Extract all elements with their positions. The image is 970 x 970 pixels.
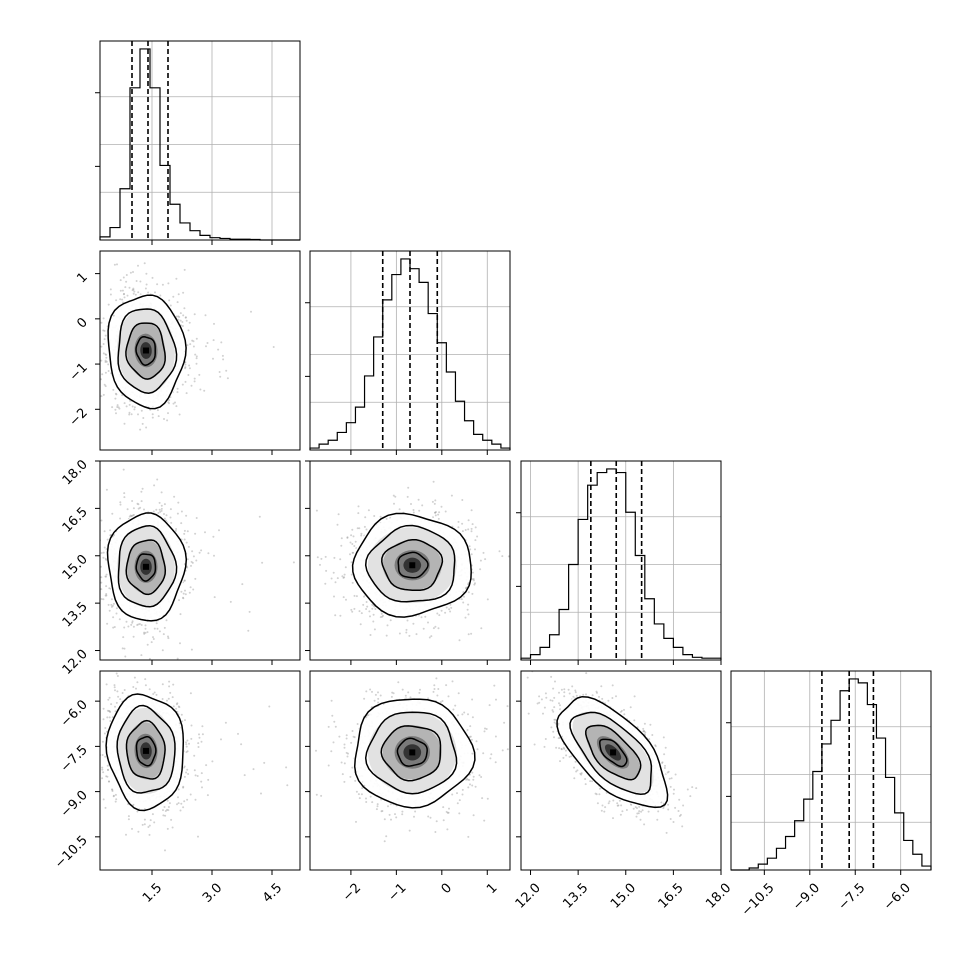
panel-content-2 <box>315 480 510 642</box>
contour-0 <box>135 335 156 366</box>
contour-3 <box>353 698 476 809</box>
scatter-frame-3 <box>99 670 301 871</box>
x-tick-label-1-0: −2 <box>340 881 364 905</box>
x-tick-label-3-1: −9.0 <box>790 881 823 914</box>
y-tick-label-2-2: 15.0 <box>60 552 91 583</box>
scatter-panel-0-3 <box>95 670 301 875</box>
x-tick-label-2-2: 15.0 <box>608 881 639 912</box>
scatter-frame-0 <box>99 250 301 451</box>
histogram-frame-3 <box>730 670 932 871</box>
x-tick-label-0-1: 3.0 <box>200 881 225 906</box>
contour-2 <box>569 711 653 796</box>
contour-0 <box>397 551 429 579</box>
y-tick-label-1-1: −1 <box>67 360 91 384</box>
y-tick-label-3-2: −7.5 <box>58 743 91 776</box>
y-tick-label-1-0: −2 <box>67 406 91 430</box>
density-peak <box>143 747 149 754</box>
scatter-frame-4 <box>309 670 511 871</box>
scatter-frame-1 <box>99 460 301 661</box>
histogram-grid-2 <box>521 461 721 660</box>
contour-1 <box>380 725 442 782</box>
y-tick-label-1-2: 0 <box>74 315 90 331</box>
scatter-panel-0-2 <box>95 460 301 665</box>
scatter-frame-2 <box>309 460 511 661</box>
x-tick-label-3-0: −10.5 <box>739 881 778 920</box>
histogram-grid-1 <box>310 251 510 450</box>
density-peak <box>409 562 416 569</box>
histogram-frame-0 <box>99 40 301 241</box>
histogram-step-3 <box>731 678 932 871</box>
histogram-frame-1 <box>309 250 511 451</box>
x-tick-label-1-2: 0 <box>439 881 455 897</box>
panel-content-0 <box>100 262 275 431</box>
y-tick-label-3-0: −10.5 <box>52 833 91 872</box>
x-tick-label-3-3: −6.0 <box>881 881 914 914</box>
panel-content-4 <box>315 677 509 843</box>
scatter-panel-0-1 <box>95 250 301 455</box>
contour-2 <box>116 704 176 794</box>
histogram-grid-0 <box>100 41 300 240</box>
x-tick-label-3-2: −7.5 <box>836 881 869 914</box>
panel-content-3 <box>100 672 289 852</box>
density-peak <box>409 749 416 756</box>
histogram-panel-2 <box>516 460 722 661</box>
y-tick-label-2-4: 18.0 <box>60 457 91 488</box>
x-tick-label-2-1: 13.5 <box>560 881 591 912</box>
contour-2 <box>364 524 456 603</box>
contour-2 <box>117 524 178 608</box>
contour-3 <box>556 695 669 809</box>
histogram-grid-3 <box>731 671 931 870</box>
contour-1 <box>585 724 642 781</box>
y-tick-label-3-3: −6.0 <box>58 697 91 730</box>
scatter-panel-1-3 <box>305 670 511 875</box>
contour-1 <box>125 322 166 380</box>
contour-2 <box>117 308 178 394</box>
x-tick-label-1-3: 1 <box>484 881 500 897</box>
density-peak <box>143 563 149 570</box>
panel-content-5 <box>526 671 698 834</box>
contour-1 <box>125 719 166 780</box>
contour-0 <box>135 553 157 582</box>
contour-1 <box>381 538 444 592</box>
x-tick-label-0-2: 4.5 <box>260 881 285 906</box>
histogram-frame-2 <box>520 460 722 661</box>
histogram-panel-1 <box>305 250 511 451</box>
contour-3 <box>105 693 185 812</box>
scatter-frame-5 <box>520 670 722 871</box>
density-peak <box>143 347 149 354</box>
scatter-panel-1-2 <box>305 460 511 665</box>
contour-0 <box>135 735 157 767</box>
y-tick-label-3-1: −9.0 <box>58 788 91 821</box>
contour-1 <box>125 539 167 596</box>
contour-3 <box>351 512 472 618</box>
contour-3 <box>106 512 188 622</box>
x-tick-label-0-0: 1.5 <box>140 881 165 906</box>
histogram-panel-0 <box>95 40 301 241</box>
x-tick-label-1-1: −1 <box>385 881 409 905</box>
y-tick-label-2-1: 13.5 <box>60 599 91 630</box>
y-tick-label-2-3: 16.5 <box>60 505 91 536</box>
x-tick-label-2-4: 18.0 <box>703 881 734 912</box>
contour-0 <box>599 738 628 768</box>
scatter-panel-2-3 <box>516 670 722 875</box>
histogram-panel-3 <box>726 670 932 871</box>
contour-2 <box>364 711 458 795</box>
contour-3 <box>107 294 187 410</box>
contour-0 <box>396 737 428 767</box>
panel-content-1 <box>100 468 295 660</box>
y-tick-label-2-0: 12.0 <box>60 647 91 678</box>
y-tick-label-1-3: 1 <box>74 270 90 286</box>
density-peak <box>610 749 617 756</box>
x-tick-label-2-3: 16.5 <box>656 881 687 912</box>
x-tick-label-2-0: 12.0 <box>513 881 544 912</box>
